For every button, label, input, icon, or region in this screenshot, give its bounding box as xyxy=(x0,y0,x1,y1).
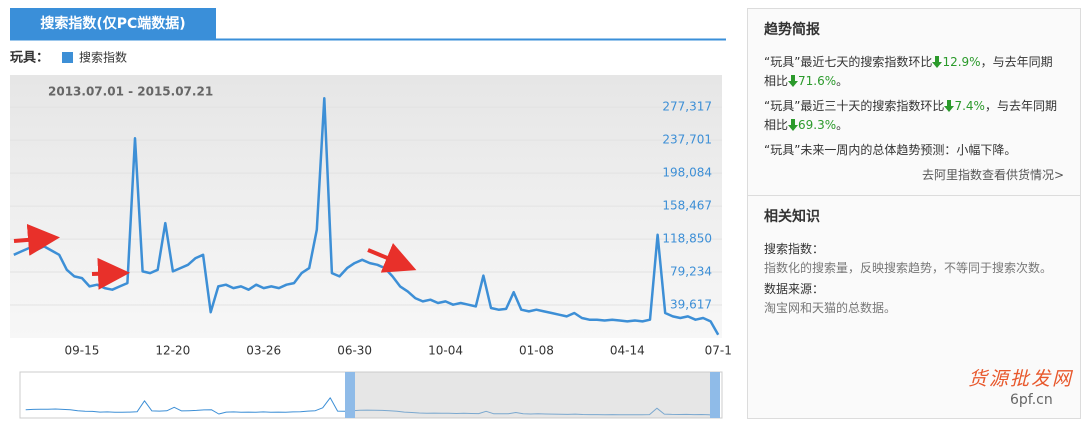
description: 淘宝网和天猫的总数据。 xyxy=(764,301,897,315)
divider xyxy=(748,195,1080,196)
brief-text: ，与去年同期相比 xyxy=(764,99,1057,132)
brief-text: 。 xyxy=(836,74,849,88)
arrow xyxy=(367,243,417,273)
brief-text: “玩具”最近三十天的搜索指数环比 xyxy=(764,99,945,113)
tab-label[interactable]: 搜索指数(仅PC端数据) xyxy=(40,15,185,32)
description: 指数化的搜索量，反映搜索趋势，不等同于搜索次数。 xyxy=(764,261,1053,275)
x-tick-label: 04-14 xyxy=(610,344,645,358)
x-tick-label: 01-08 xyxy=(519,344,554,358)
brief-text: “玩具”最近七天的搜索指数环比 xyxy=(764,55,933,69)
brief-pct: 71.6% xyxy=(798,74,837,88)
x-tick-label: 07-1 xyxy=(705,344,732,358)
x-tick-label: 10-04 xyxy=(428,344,463,358)
brief-section: 趋势简报 “玩具”最近七天的搜索指数环比 12.9%，与去年同期相比 71.6%。 “… xyxy=(748,9,1080,183)
x-tick-label: 09-15 xyxy=(65,344,100,358)
y-tick-label: 237,701 xyxy=(662,133,712,147)
term: 搜索指数： xyxy=(764,242,825,256)
navigator-handle[interactable] xyxy=(710,372,720,418)
legend-swatch xyxy=(62,52,73,63)
navigator-selection[interactable] xyxy=(350,372,714,418)
date-range: 2013.07.01 - 2015.07.21 xyxy=(48,85,213,99)
down-arrow xyxy=(944,100,955,112)
navigator-line xyxy=(25,397,717,417)
term: 数据来源： xyxy=(764,282,825,296)
brief: “玩具”最近七天的搜索指数环比 12.9%，与去年同期相比 71.6%。 xyxy=(764,53,1064,91)
annotation-arrows xyxy=(13,223,417,290)
brief: “玩具”最近三十天的搜索指数环比 7.4%，与去年同期相比 69.3%。 xyxy=(764,97,1064,135)
x-tick-label: 06-30 xyxy=(337,344,372,358)
brief-text: ，与去年同期相比 xyxy=(764,55,1053,88)
y-tick-label: 277,317 xyxy=(662,100,712,114)
section-title: 趋势简报 xyxy=(764,22,820,38)
chart-panel: 搜索指数(仅PC端数据) 玩具： 搜索指数 2013.07.01 - 2015.… xyxy=(10,8,732,419)
y-tick-label: 79,234 xyxy=(670,265,712,279)
x-tick-label: 03-26 xyxy=(246,344,281,358)
forecast: “玩具”未来一周内的总体趋势预测：小幅下降。 xyxy=(764,143,1017,157)
tab[interactable] xyxy=(10,8,216,39)
navigator-handle[interactable] xyxy=(345,372,355,418)
legend-prefix: 玩具： xyxy=(10,51,49,66)
down-arrow xyxy=(788,75,799,87)
brief-text: 。 xyxy=(836,118,849,132)
down-arrow xyxy=(788,119,799,131)
watermark-site: 6pf.cn xyxy=(1010,392,1053,408)
section-title: 相关知识 xyxy=(764,209,820,225)
arrow xyxy=(13,223,60,256)
x-tick-label: 12-20 xyxy=(155,344,190,358)
watermark: 货源批发网 xyxy=(968,368,1074,390)
y-tick-label: 39,617 xyxy=(670,298,712,312)
brief-pct: 12.9% xyxy=(942,55,981,69)
arrow xyxy=(91,257,130,290)
brief-pct: 69.3% xyxy=(798,118,837,132)
line xyxy=(13,97,720,336)
knowledge-section: 相关知识 搜索指数： 指数化的搜索量，反映搜索趋势，不等同于搜索次数。 数据来源： 淘… xyxy=(748,196,1080,318)
y-tick-label: 158,467 xyxy=(662,199,712,213)
legend-label[interactable]: 搜索指数 xyxy=(79,50,127,65)
y-tick-label: 198,084 xyxy=(662,166,712,180)
down-arrow xyxy=(932,56,943,68)
sidebar: 趋势简报 “玩具”最近七天的搜索指数环比 12.9%，与去年同期相比 71.6%。 “… xyxy=(747,8,1081,419)
brief-pct: 7.4% xyxy=(954,99,985,113)
y-tick-label: 118,850 xyxy=(662,232,712,246)
supply-link[interactable]: 去阿里指数查看供货情况> xyxy=(921,168,1064,182)
